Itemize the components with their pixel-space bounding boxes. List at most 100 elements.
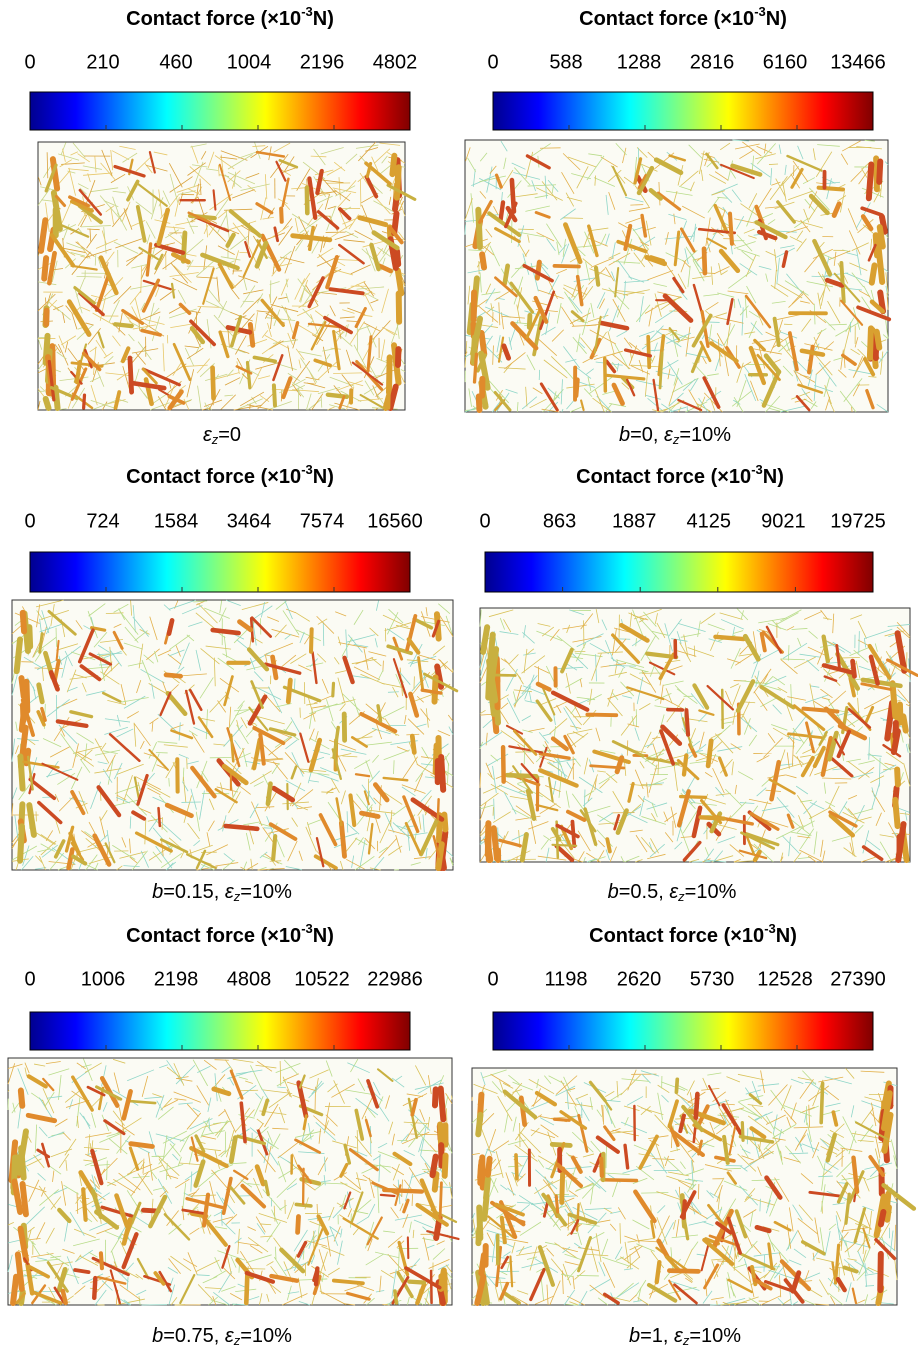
strong-chain — [512, 180, 514, 211]
strong-chain — [431, 1271, 432, 1303]
panel: Contact force (×10-3N)072415843464757416… — [12, 462, 457, 904]
caption-part: =10% — [240, 1325, 292, 1347]
strong-chain — [341, 823, 344, 856]
strong-chain — [83, 1189, 85, 1220]
force-chain-image — [38, 142, 415, 410]
colorbar-tick-label: 724 — [86, 510, 119, 532]
colorbar — [493, 1012, 873, 1050]
strong-chain — [441, 1089, 444, 1120]
strong-chain — [483, 627, 487, 652]
colorbar-tick-label: 10522 — [294, 968, 350, 990]
force-chain-image — [12, 600, 457, 870]
strong-chain — [438, 799, 439, 819]
strong-chain — [715, 637, 743, 639]
strong-chain — [333, 683, 334, 696]
colorbar-tick-label: 1006 — [81, 968, 126, 990]
strong-chain — [18, 1157, 19, 1172]
strong-chain — [101, 1253, 102, 1268]
strong-chain — [63, 1291, 66, 1303]
strong-chain — [478, 210, 480, 247]
caption-part: =10% — [679, 424, 731, 446]
strong-chain — [166, 675, 181, 676]
caption-part: =0, — [630, 424, 664, 446]
strong-chain — [441, 1271, 444, 1289]
caption-part: b — [152, 881, 163, 903]
colorbar-tick-label: 1887 — [612, 510, 657, 532]
strong-chain — [384, 1190, 422, 1192]
colorbar — [485, 552, 873, 592]
strong-chain — [21, 1148, 24, 1178]
image-frame — [12, 600, 453, 870]
colorbar-tick-label: 0 — [487, 51, 498, 73]
colorbar-tick-label: 16560 — [367, 510, 423, 532]
strong-chain — [587, 715, 616, 716]
strong-chain — [708, 741, 711, 766]
title-unit: N) — [763, 466, 784, 488]
force-chain-image — [465, 140, 889, 412]
strong-chain — [392, 156, 394, 174]
strong-chain — [246, 1275, 247, 1303]
colorbar-tick-label: 2620 — [617, 968, 662, 990]
caption: b=0, εz=10% — [619, 424, 731, 447]
strong-chain — [505, 266, 508, 284]
strong-chain — [268, 784, 271, 804]
strong-chain — [529, 315, 530, 327]
title-unit: N) — [313, 8, 334, 30]
thin-chain — [412, 1194, 413, 1206]
colorbar — [493, 92, 873, 130]
colorbar-title: Contact force (×10-3N) — [589, 921, 797, 947]
strong-chain — [94, 1278, 95, 1298]
strong-chain — [273, 836, 275, 859]
colorbar-tick-label: 0 — [487, 968, 498, 990]
strong-chain — [159, 808, 160, 826]
strong-chain — [684, 755, 686, 774]
panel: Contact force (×10-3N)086318874125902119… — [479, 462, 917, 904]
strong-chain — [46, 399, 49, 408]
thin-chain — [630, 205, 643, 206]
strong-chain — [554, 266, 578, 267]
strong-chain — [39, 685, 42, 702]
caption-part: =10% — [240, 881, 292, 903]
strong-chain — [213, 368, 214, 399]
strong-chain — [435, 1089, 436, 1105]
colorbar-tick-label: 2816 — [690, 51, 735, 73]
colorbar-title: Contact force (×10-3N) — [126, 462, 334, 488]
strong-chain — [18, 1254, 22, 1288]
strong-chain — [903, 716, 905, 730]
title-text: Contact force (×10 — [576, 466, 751, 488]
title-exponent: -3 — [764, 921, 776, 936]
strong-chain — [475, 354, 477, 382]
caption-part: =0.5, — [619, 881, 670, 903]
colorbar-tick-label: 5730 — [690, 968, 735, 990]
title-exponent: -3 — [751, 462, 763, 477]
title-unit: N) — [766, 8, 787, 30]
strong-chain — [412, 736, 414, 752]
colorbar-tick-label: 0 — [24, 51, 35, 73]
caption: b=0.5, εz=10% — [608, 881, 737, 904]
colorbar-tick-label: 0 — [479, 510, 490, 532]
strong-chain — [897, 769, 898, 784]
strong-chain — [893, 683, 896, 716]
colorbar-tick-label: 12528 — [757, 968, 813, 990]
strong-chain — [701, 817, 724, 818]
strong-chain — [704, 249, 705, 273]
colorbar-tick-label: 588 — [549, 51, 582, 73]
strong-chain — [409, 1282, 424, 1283]
strong-chain — [877, 332, 880, 348]
strong-chain — [730, 214, 732, 244]
colorbar-tick-label: 4125 — [687, 510, 732, 532]
colorbar-tick-label: 19725 — [830, 510, 886, 532]
strong-chain — [870, 328, 871, 357]
strong-chain — [316, 1268, 317, 1284]
image-frame — [38, 142, 405, 410]
title-exponent: -3 — [301, 4, 313, 19]
strong-chain — [17, 639, 20, 671]
colorbar-title: Contact force (×10-3N) — [579, 4, 787, 30]
strong-chain — [226, 826, 258, 829]
title-text: Contact force (×10 — [579, 8, 754, 30]
strong-chain — [686, 710, 688, 735]
title-exponent: -3 — [301, 462, 313, 477]
colorbar-tick-label: 1198 — [544, 968, 587, 990]
colorbar-tick-label: 2198 — [154, 968, 199, 990]
caption-part: b — [608, 881, 619, 903]
